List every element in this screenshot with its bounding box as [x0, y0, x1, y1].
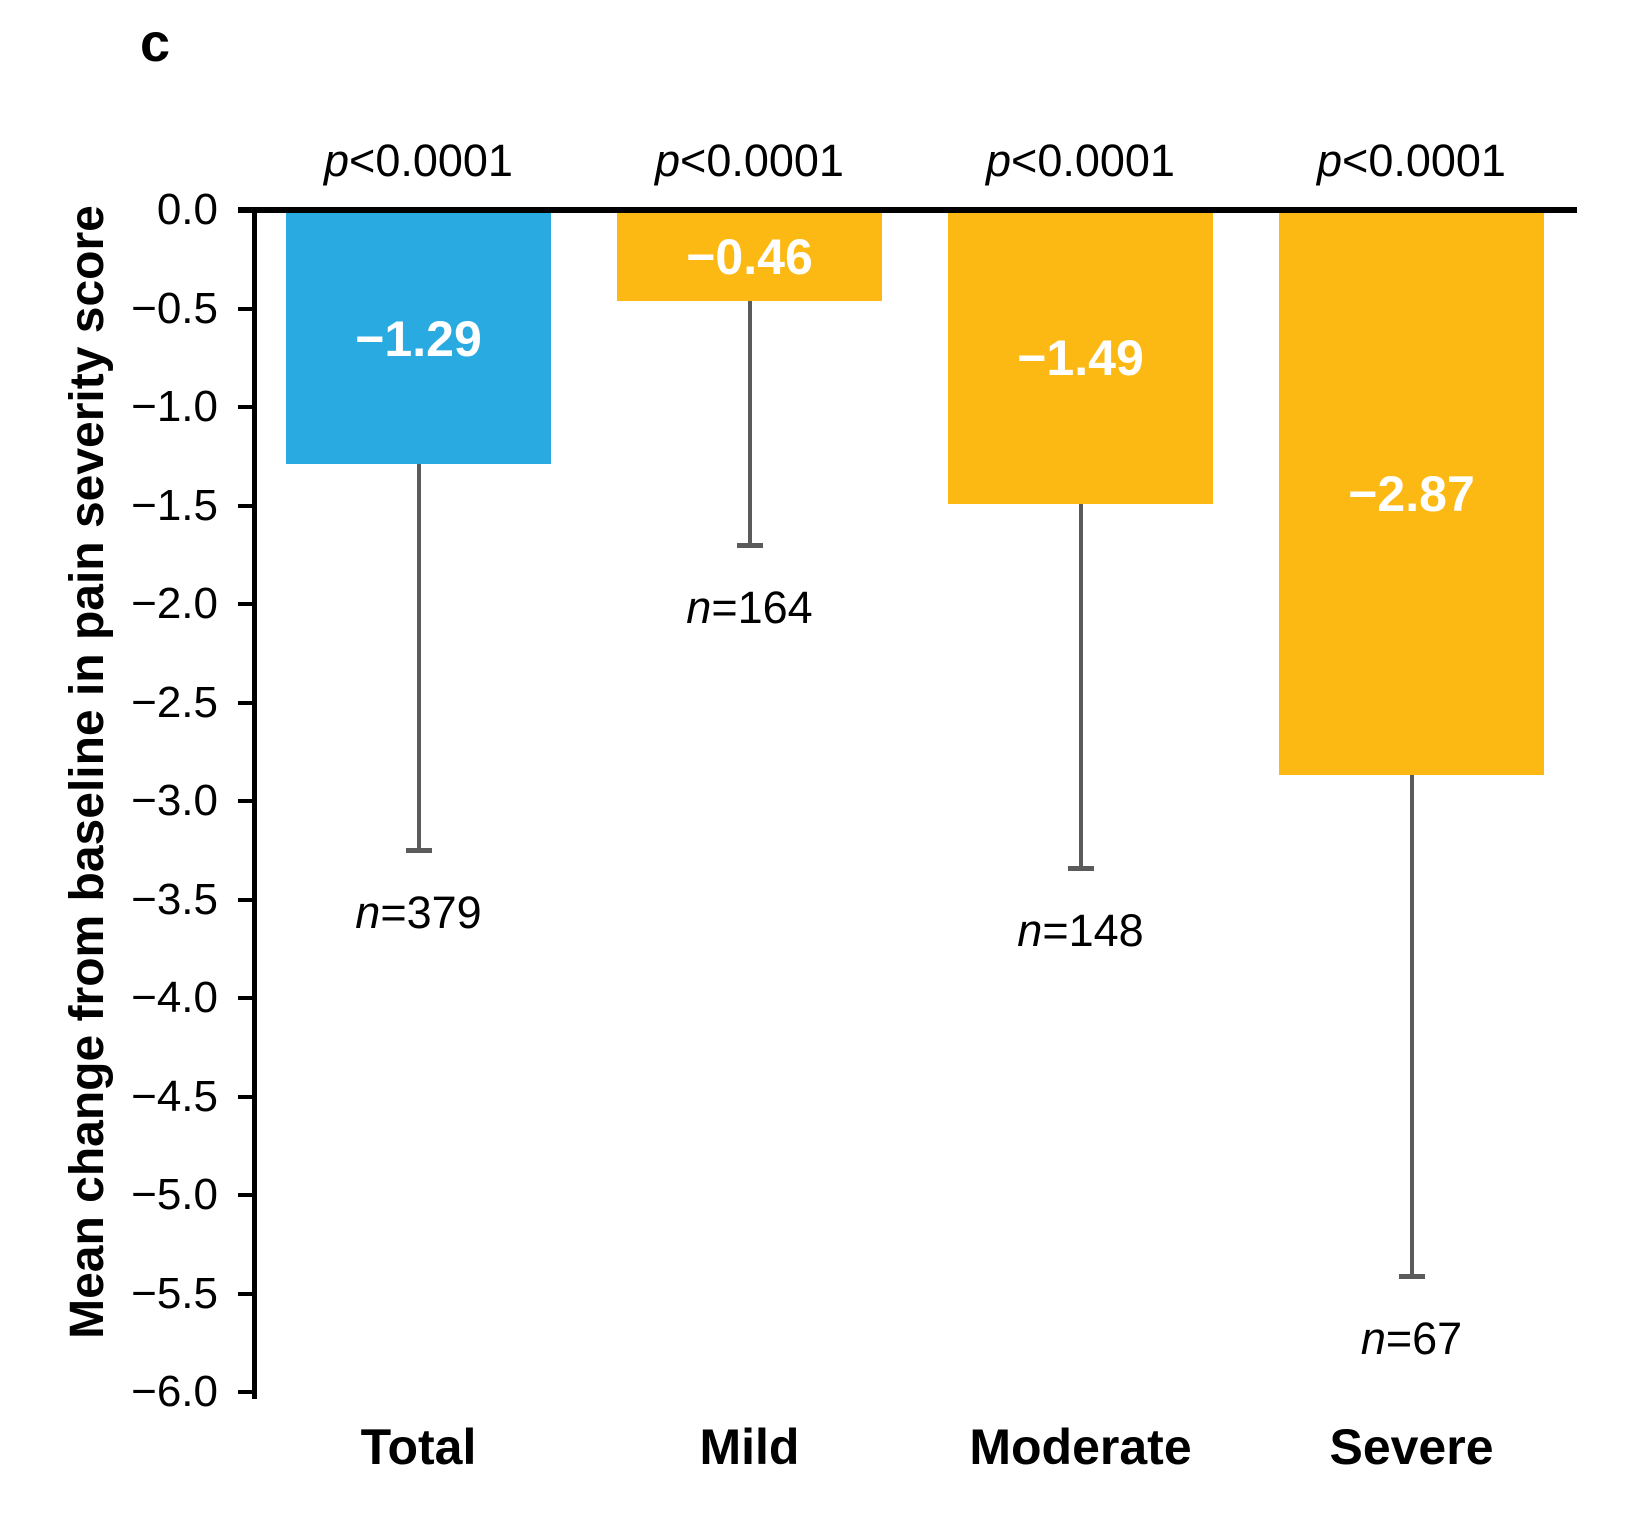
y-tick	[238, 799, 252, 803]
n-label-mild-var: n	[686, 581, 712, 633]
n-label-moderate-value: =148	[1042, 904, 1144, 956]
y-axis-line	[252, 207, 257, 1399]
category-label-total: Total	[360, 1419, 477, 1475]
y-tick-label: −1.0	[131, 382, 218, 431]
y-tick	[238, 1193, 252, 1197]
error-bar-cap-mild	[736, 542, 763, 548]
error-bar-moderate	[1078, 503, 1083, 868]
y-tick	[238, 1291, 252, 1296]
p-value-label-mild: p<0.0001	[590, 138, 910, 183]
y-tick-label: −0.5	[131, 283, 218, 333]
y-tick	[238, 1390, 252, 1394]
n-label-mild-value: =164	[711, 581, 813, 633]
panel-letter: c	[140, 13, 171, 73]
error-bar-mild	[747, 300, 752, 545]
error-bar-cap-total	[405, 848, 432, 854]
n-label-severe-value: =67	[1385, 1312, 1463, 1364]
n-label-mild: n=164	[590, 585, 910, 630]
y-tick	[238, 208, 252, 212]
n-label-severe: n=67	[1252, 1316, 1572, 1361]
y-tick-label: −5.0	[131, 1170, 218, 1219]
error-bar-severe	[1409, 775, 1414, 1276]
p-value-label-total: p<0.0001	[259, 138, 579, 183]
x-axis-line	[238, 207, 1577, 213]
category-label-mild: Mild	[699, 1419, 800, 1475]
y-tick	[238, 306, 252, 311]
bar-value-label-total: −1.29	[355, 310, 482, 367]
error-bar-cap-severe	[1398, 1273, 1425, 1279]
y-tick	[238, 996, 252, 1000]
y-tick-label: −3.5	[131, 874, 218, 924]
y-tick-label: −2.0	[131, 579, 218, 628]
p-value-label-severe-var: p	[1317, 135, 1343, 186]
y-tick	[238, 405, 252, 409]
bar-mild	[617, 213, 882, 301]
bar-value-label-mild: −0.46	[686, 228, 813, 285]
bar-moderate	[948, 213, 1213, 504]
y-tick-label: −3.0	[131, 776, 218, 825]
y-tick-label: −1.5	[131, 480, 218, 530]
y-axis-title: Mean change from baseline in pain severi…	[61, 205, 114, 1339]
y-tick	[238, 503, 252, 508]
y-tick-label: −4.5	[131, 1071, 218, 1121]
n-label-total-var: n	[355, 887, 381, 939]
y-tick-label: −6.0	[131, 1367, 218, 1416]
p-value-label-moderate: p<0.0001	[921, 138, 1241, 183]
p-value-label-moderate-value: <0.0001	[1011, 135, 1175, 186]
y-tick-label: 0.0	[156, 185, 218, 234]
y-tick-label: −2.5	[131, 677, 218, 727]
y-tick-label: −4.0	[131, 973, 218, 1022]
p-value-label-severe: p<0.0001	[1252, 138, 1572, 183]
p-value-label-total-var: p	[324, 135, 350, 186]
p-value-label-mild-value: <0.0001	[680, 135, 844, 186]
n-label-moderate-var: n	[1017, 904, 1043, 956]
y-tick	[238, 700, 252, 705]
n-label-total-value: =379	[380, 887, 482, 939]
y-tick	[238, 897, 252, 902]
bar-value-label-moderate: −1.49	[1017, 330, 1144, 387]
bar-severe	[1279, 213, 1544, 776]
n-label-severe-var: n	[1360, 1312, 1386, 1364]
error-bar-cap-moderate	[1067, 865, 1094, 871]
n-label-moderate: n=148	[921, 908, 1241, 953]
p-value-label-mild-var: p	[655, 135, 681, 186]
error-bar-total	[416, 464, 421, 851]
y-tick	[238, 602, 252, 606]
category-label-severe: Severe	[1329, 1419, 1494, 1475]
bar-value-label-severe: −2.87	[1348, 466, 1475, 523]
p-value-label-moderate-var: p	[986, 135, 1012, 186]
p-value-label-severe-value: <0.0001	[1342, 135, 1506, 186]
y-tick-label: −5.5	[131, 1268, 218, 1318]
n-label-total: n=379	[259, 890, 579, 935]
y-tick	[238, 1094, 252, 1099]
category-label-moderate: Moderate	[969, 1419, 1192, 1475]
p-value-label-total-value: <0.0001	[349, 135, 513, 186]
bar-total	[286, 213, 551, 465]
